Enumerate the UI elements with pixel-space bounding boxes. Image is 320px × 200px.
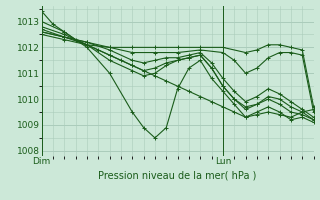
X-axis label: Pression niveau de la mer( hPa ): Pression niveau de la mer( hPa ): [99, 171, 257, 181]
